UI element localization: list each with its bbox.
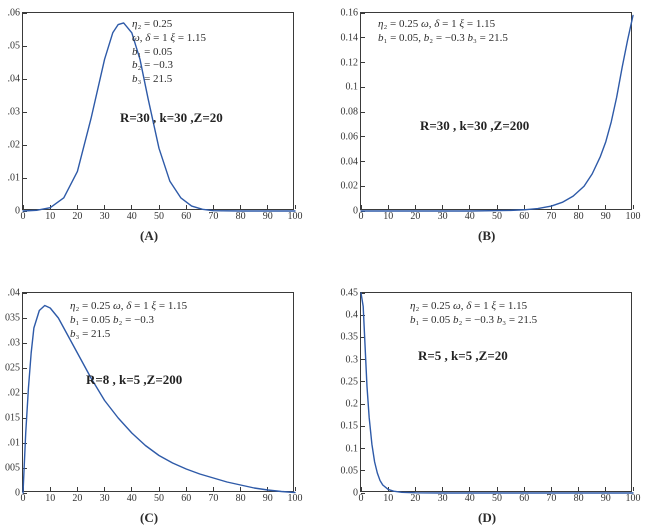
ytick-label: 0.25 [341, 376, 362, 387]
param-block-d: η₂ = 0.25 ω, δ = 1 ξ = 1.15b₁ = 0.05 b₂ … [410, 300, 537, 328]
param-line: b₁ = 0.05 b₂ = −0.3 b₃ = 21.5 [410, 314, 537, 328]
param-line: η₂ = 0.25 ω, δ = 1 ξ = 1.15 [410, 300, 537, 314]
ytick-label: 0.4 [346, 310, 362, 321]
ytick-label: 0.2 [346, 399, 362, 410]
ytick-label: 0.3 [346, 354, 362, 365]
ytick-label: 0.1 [346, 443, 362, 454]
panel-d: 00.050.10.150.20.250.30.350.40.450102030… [0, 0, 650, 532]
ytick-label: 0.35 [341, 332, 362, 343]
ytick-label: 0.15 [341, 421, 362, 432]
ytick-label: 0.05 [341, 465, 362, 476]
panel-caption-d: (D) [478, 510, 496, 526]
figure-grid: 0.01.02.03.04.05.06010203040506070809010… [0, 0, 650, 532]
rkz-text-d: R=5 , k=5 ,Z=20 [418, 348, 508, 364]
ytick-label: 0.45 [341, 288, 362, 299]
